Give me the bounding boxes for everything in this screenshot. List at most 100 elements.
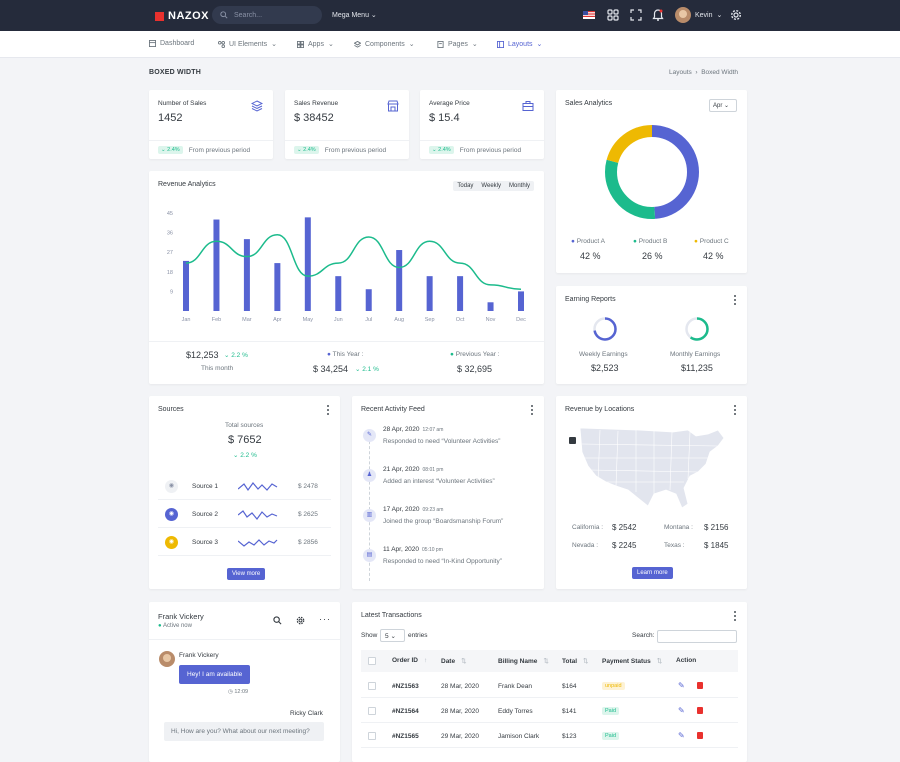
donut-slice[interactable] [605,125,699,219]
fullscreen-icon[interactable] [630,9,642,21]
nav-item-components[interactable]: Components ⌄ [354,40,415,48]
source-row[interactable]: ◉ Source 1 $ 2478 [158,476,331,500]
table-row[interactable]: #NZ1564 28 Mar, 2020 Eddy Torres $141 Paid ✎ [361,699,738,723]
usa-map[interactable] [578,424,728,514]
donut-slice[interactable] [605,125,699,219]
user-menu[interactable]: Kevin ⌄ [675,7,722,23]
tab-weekly[interactable]: Weekly [481,183,501,189]
table-row[interactable]: #NZ1565 29 Mar, 2020 Jamison Clark $123 Paid… [361,724,738,748]
bar[interactable] [243,239,250,311]
y-tick-label: 18 [167,270,173,276]
column-header[interactable]: Billing Name ⇅ [498,657,549,665]
bar[interactable] [487,302,494,311]
edit-pencil-icon[interactable]: ✎ [678,681,685,690]
breadcrumb-item-layouts[interactable]: Layouts [669,69,692,76]
select-all-checkbox[interactable] [368,657,376,665]
source-row[interactable]: ◉ Source 2 $ 2625 [158,504,331,528]
chevron-down-icon: ⌄ [370,12,377,19]
legend-dot: ● [694,238,700,245]
column-header[interactable]: Order ID ↑ [392,657,427,664]
row-checkbox[interactable] [368,682,376,690]
bar[interactable] [304,217,311,311]
bar[interactable] [426,276,433,311]
notification-bell-icon[interactable] [652,9,664,21]
us-flag-icon[interactable] [583,9,595,21]
delete-trash-icon[interactable] [697,732,703,739]
column-header[interactable]: Total ⇅ [562,657,589,665]
map-zoom-icon[interactable] [569,437,576,444]
location-name: Montana : [664,524,693,531]
more-options-icon[interactable] [326,405,330,415]
delete-trash-icon[interactable] [697,682,703,689]
chat-contact-name: Frank Vickery [158,612,204,621]
bar[interactable] [213,219,220,311]
row-checkbox[interactable] [368,707,376,715]
tab-monthly[interactable]: Monthly [508,183,530,189]
bar[interactable] [365,289,372,311]
change-note: From previous period [459,146,522,154]
table-row[interactable]: #NZ1563 28 Mar, 2020 Frank Dean $164 unpaid ✎ [361,674,738,698]
delete-trash-icon[interactable] [697,707,703,714]
more-options-icon[interactable] [733,611,737,621]
nav-item-label: Pages [448,40,468,48]
bar[interactable] [183,260,189,311]
brand-logo[interactable]: NAZOX [155,10,209,22]
chevron-down-icon: ⌄ [271,41,277,48]
previous-year-dot: ● [450,351,454,358]
x-tick-label: Jan [182,317,191,323]
main-navbar: Dashboard UI Elements ⌄ Apps ⌄ Components ⌄… [0,31,900,58]
nav-item-apps[interactable]: Apps ⌄ [297,40,334,48]
edit-pencil-icon[interactable]: ✎ [678,731,685,740]
row-checkbox[interactable] [368,732,376,740]
this-year-label: ● This Year : [327,351,363,358]
nav-item-ui-elements[interactable]: UI Elements ⌄ [218,40,277,48]
nav-item-layouts[interactable]: Layouts ⌄ [497,40,542,48]
x-tick-label: Dec [516,317,526,323]
search-input[interactable]: Search... [212,6,322,24]
activity-date: 11 Apr, 2020 05:10 pm [383,546,443,553]
gear-icon[interactable] [296,616,305,625]
source-name: Source 1 [192,483,219,490]
edit-pencil-icon[interactable]: ✎ [678,706,685,715]
y-tick-label: 27 [167,250,173,256]
sort-icon: ↑ [424,657,428,664]
month-select[interactable]: Apr ⌄ [709,99,737,112]
learn-more-button[interactable]: Learn more [632,567,673,579]
view-more-button[interactable]: View more [227,568,266,580]
more-options-icon[interactable] [733,295,737,305]
table-search-input[interactable] [657,630,737,643]
source-row[interactable]: ◉ Source 3 $ 2856 [158,532,331,556]
apps-grid-icon[interactable] [607,9,619,21]
legend-name: Product B [638,238,668,245]
column-header[interactable]: Action [676,657,696,664]
column-header[interactable]: Date ⇅ [441,657,467,665]
search-icon[interactable] [273,616,282,625]
settings-gear-icon[interactable] [730,9,742,21]
weekly-earnings-ring [593,317,617,341]
bar[interactable] [396,250,403,311]
mega-menu-dropdown[interactable]: Mega Menu ⌄ [332,11,377,19]
column-header[interactable]: Payment Status ⇅ [602,657,662,665]
this-year-value: $ 34,254 [313,364,349,374]
more-horizontal-icon[interactable]: ··· [319,614,331,624]
source-value: $ 2856 [298,539,318,546]
more-options-icon[interactable] [733,405,737,415]
bar[interactable] [274,263,281,311]
legend-dot: ● [633,238,639,245]
nav-item-pages[interactable]: Pages ⌄ [437,40,478,48]
source-icon: ◉ [165,508,178,521]
chat-status: ● Active now [158,623,192,629]
legend-label: ● Product C [694,238,729,245]
nav-item-dashboard[interactable]: Dashboard [149,40,194,47]
total-sources-value: $ 7652 [228,434,262,446]
this-month-value: $12,253 [186,350,219,360]
bar[interactable] [335,276,342,311]
more-options-icon[interactable] [530,405,534,415]
change-value: 2.1 % [362,366,379,373]
bar[interactable] [518,291,524,311]
bar[interactable] [457,276,464,311]
breadcrumb: Layouts › Boxed Width [669,69,738,76]
entries-select[interactable]: 5 ⌄ [380,629,405,642]
card-title: Recent Activity Feed [361,406,425,413]
tab-today[interactable]: Today [457,183,474,189]
